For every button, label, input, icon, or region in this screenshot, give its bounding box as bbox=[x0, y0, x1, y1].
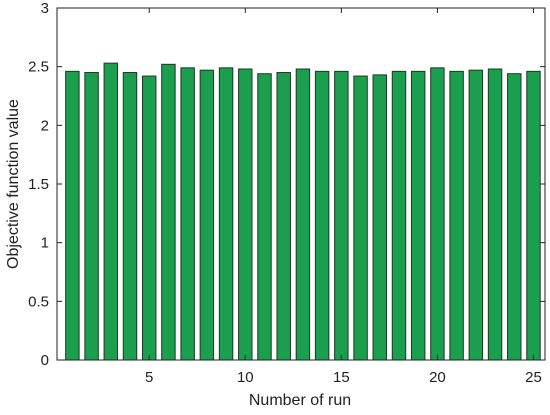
y-tick-label: 0.5 bbox=[28, 293, 49, 310]
y-tick-label: 3 bbox=[41, 0, 49, 17]
bar bbox=[65, 70, 80, 361]
bar bbox=[238, 68, 253, 361]
bar bbox=[141, 75, 157, 361]
bar bbox=[526, 70, 541, 361]
bar bbox=[103, 62, 119, 361]
x-tick-label: 15 bbox=[333, 369, 350, 386]
y-axis-label: Objective function value bbox=[5, 99, 22, 269]
y-tick-label: 1.5 bbox=[28, 176, 49, 193]
bar bbox=[468, 69, 484, 361]
bar bbox=[391, 70, 407, 361]
bar bbox=[257, 73, 272, 361]
bar bbox=[180, 67, 195, 361]
bar bbox=[487, 68, 503, 361]
x-tick-label: 5 bbox=[145, 369, 153, 386]
x-tick-label: 25 bbox=[525, 369, 542, 386]
bar bbox=[449, 70, 464, 361]
x-axis-label: Number of run bbox=[249, 392, 351, 409]
bar bbox=[122, 72, 138, 361]
bar bbox=[430, 67, 445, 361]
x-tick-label: 10 bbox=[237, 369, 254, 386]
bar bbox=[276, 72, 291, 361]
bar bbox=[372, 74, 387, 361]
bar bbox=[161, 63, 176, 361]
bar bbox=[314, 70, 330, 361]
bar bbox=[353, 75, 368, 361]
bar bbox=[199, 69, 215, 361]
bar bbox=[84, 72, 99, 361]
bar bbox=[295, 68, 311, 361]
x-tick-label: 20 bbox=[429, 369, 446, 386]
y-tick-label: 2.5 bbox=[28, 59, 49, 76]
bar bbox=[410, 70, 426, 361]
bar bbox=[218, 67, 234, 361]
bar bbox=[507, 73, 522, 361]
y-tick-label: 1 bbox=[41, 235, 49, 252]
bar bbox=[334, 70, 349, 361]
y-tick-label: 0 bbox=[41, 352, 49, 369]
y-tick-label: 2 bbox=[41, 117, 49, 134]
